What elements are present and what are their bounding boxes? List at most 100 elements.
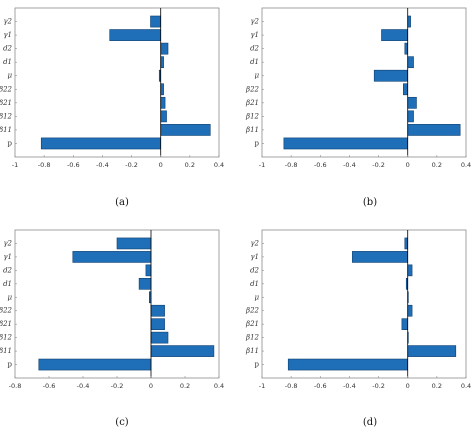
x-tick-label: 0.2: [432, 382, 442, 390]
bar-β22: [403, 83, 409, 96]
y-tick-label-β11: β11: [0, 347, 12, 355]
bar-β12: [160, 110, 167, 123]
x-tick-label: 0.4: [214, 161, 224, 169]
x-tick-label: -0.6: [314, 161, 327, 169]
bar-d1: [138, 278, 152, 290]
y-tick-label-γ1: γ1: [250, 31, 259, 39]
y-tick-label-β21: β21: [0, 99, 12, 107]
bar-γ2: [404, 237, 409, 250]
x-tick-label: 0.2: [432, 161, 442, 169]
bar-β22: [160, 83, 164, 96]
x-tick-label: -0.4: [96, 161, 109, 169]
x-tick-label: -0.4: [343, 161, 356, 169]
bar-β21: [401, 318, 409, 330]
y-tick-label-μ: μ: [254, 293, 259, 301]
x-tick-label: -0.8: [38, 161, 51, 169]
bar-γ2: [116, 237, 152, 250]
bar-p: [40, 137, 162, 150]
x-tick-label: -0.6: [314, 382, 327, 390]
x-tick-label: 0.4: [461, 382, 471, 390]
bar-d1: [160, 56, 164, 69]
x-tick-label: -0.2: [372, 161, 385, 169]
y-tick-label-p: p: [8, 361, 13, 369]
x-tick-label: -0.8: [9, 382, 22, 390]
x-tick-label: 0: [406, 382, 410, 390]
y-tick-label-β21: β21: [0, 320, 12, 328]
bar-d1: [407, 56, 414, 69]
y-tick-label-γ2: γ2: [250, 239, 259, 247]
y-tick-label-d1: d1: [3, 280, 12, 288]
x-tick-label: -0.4: [77, 382, 90, 390]
y-tick-label-μ: μ: [7, 293, 12, 301]
x-tick-label: 0.2: [180, 382, 190, 390]
y-tick-label-p: p: [255, 139, 260, 147]
x-tick-label: -0.8: [285, 161, 298, 169]
y-tick-label-p: p: [8, 139, 13, 147]
x-tick-label: -0.2: [111, 382, 124, 390]
x-tick-label: -0.4: [343, 382, 356, 390]
bar-γ1: [72, 251, 152, 263]
y-tick-label-μ: μ: [254, 72, 259, 80]
y-tick-label-β11: β11: [0, 126, 12, 134]
y-tick-label-β12: β12: [0, 334, 13, 342]
y-tick-label-β22: β22: [0, 85, 13, 93]
bar-β12: [407, 110, 414, 123]
bar-d2: [145, 264, 152, 277]
x-tick-label: -0.6: [67, 161, 80, 169]
x-tick-label: 0.4: [214, 382, 224, 390]
bar-β21: [160, 96, 166, 109]
bar-μ: [373, 69, 409, 82]
bar-d2: [407, 264, 413, 277]
x-tick-label: -0.6: [43, 382, 56, 390]
y-tick-label-β11: β11: [245, 347, 259, 355]
y-tick-label-d2: d2: [250, 266, 259, 274]
axes-frame: [261, 7, 467, 158]
x-tick-label: -1: [12, 161, 18, 169]
bar-β22: [150, 304, 165, 317]
panel-caption: (b): [363, 197, 377, 208]
panel-caption: (a): [115, 197, 129, 208]
bar-β21: [150, 318, 165, 330]
x-tick-label: 0.4: [461, 161, 471, 169]
x-tick-label: -0.2: [125, 161, 138, 169]
panel-caption: (c): [115, 417, 129, 428]
panel-b: -1 -0.8 -0.6 -0.4 -0.2 0 0.2 0.4pβ11β12β21β22μd…: [245, 7, 471, 208]
bar-β22: [407, 304, 413, 317]
y-tick-label-γ2: γ2: [3, 18, 12, 26]
x-tick-label: -1: [259, 161, 265, 169]
axes-frame: [14, 7, 220, 158]
y-tick-label-d1: d1: [250, 280, 259, 288]
x-tick-label: 0.2: [185, 161, 195, 169]
y-tick-label-d2: d2: [3, 45, 12, 53]
y-tick-label-β12: β12: [0, 112, 13, 120]
x-tick-label: -1: [259, 382, 265, 390]
bar-γ1: [109, 29, 162, 41]
y-tick-label-β12: β12: [245, 334, 260, 342]
x-tick-label: 0: [149, 382, 153, 390]
x-tick-label: 0: [159, 161, 163, 169]
axes-frame: [261, 229, 467, 379]
y-tick-label-β22: β22: [0, 307, 13, 315]
bar-β11: [150, 345, 215, 357]
y-tick-label-d2: d2: [250, 45, 259, 53]
y-tick-label-γ1: γ1: [3, 253, 12, 261]
x-tick-label: 0: [406, 161, 410, 169]
y-tick-label-γ1: γ1: [250, 253, 259, 261]
panel-caption: (d): [363, 417, 377, 428]
bar-p: [287, 358, 409, 371]
bar-γ1: [381, 29, 409, 41]
y-tick-label-β21: β21: [245, 320, 259, 328]
bar-γ2: [407, 15, 411, 28]
y-tick-label-p: p: [255, 361, 260, 369]
panel-d: -1 -0.8 -0.6 -0.4 -0.2 0 0.2 0.4pβ11β12β21β22μd…: [245, 229, 471, 428]
x-tick-label: -0.8: [285, 382, 298, 390]
y-tick-label-β21: β21: [245, 99, 259, 107]
bar-p: [283, 137, 409, 150]
bar-d2: [160, 42, 169, 55]
y-tick-label-β12: β12: [245, 112, 260, 120]
y-tick-label-γ2: γ2: [250, 18, 259, 26]
bar-β11: [160, 124, 211, 136]
bar-γ1: [352, 251, 409, 263]
y-tick-label-d2: d2: [3, 266, 12, 274]
